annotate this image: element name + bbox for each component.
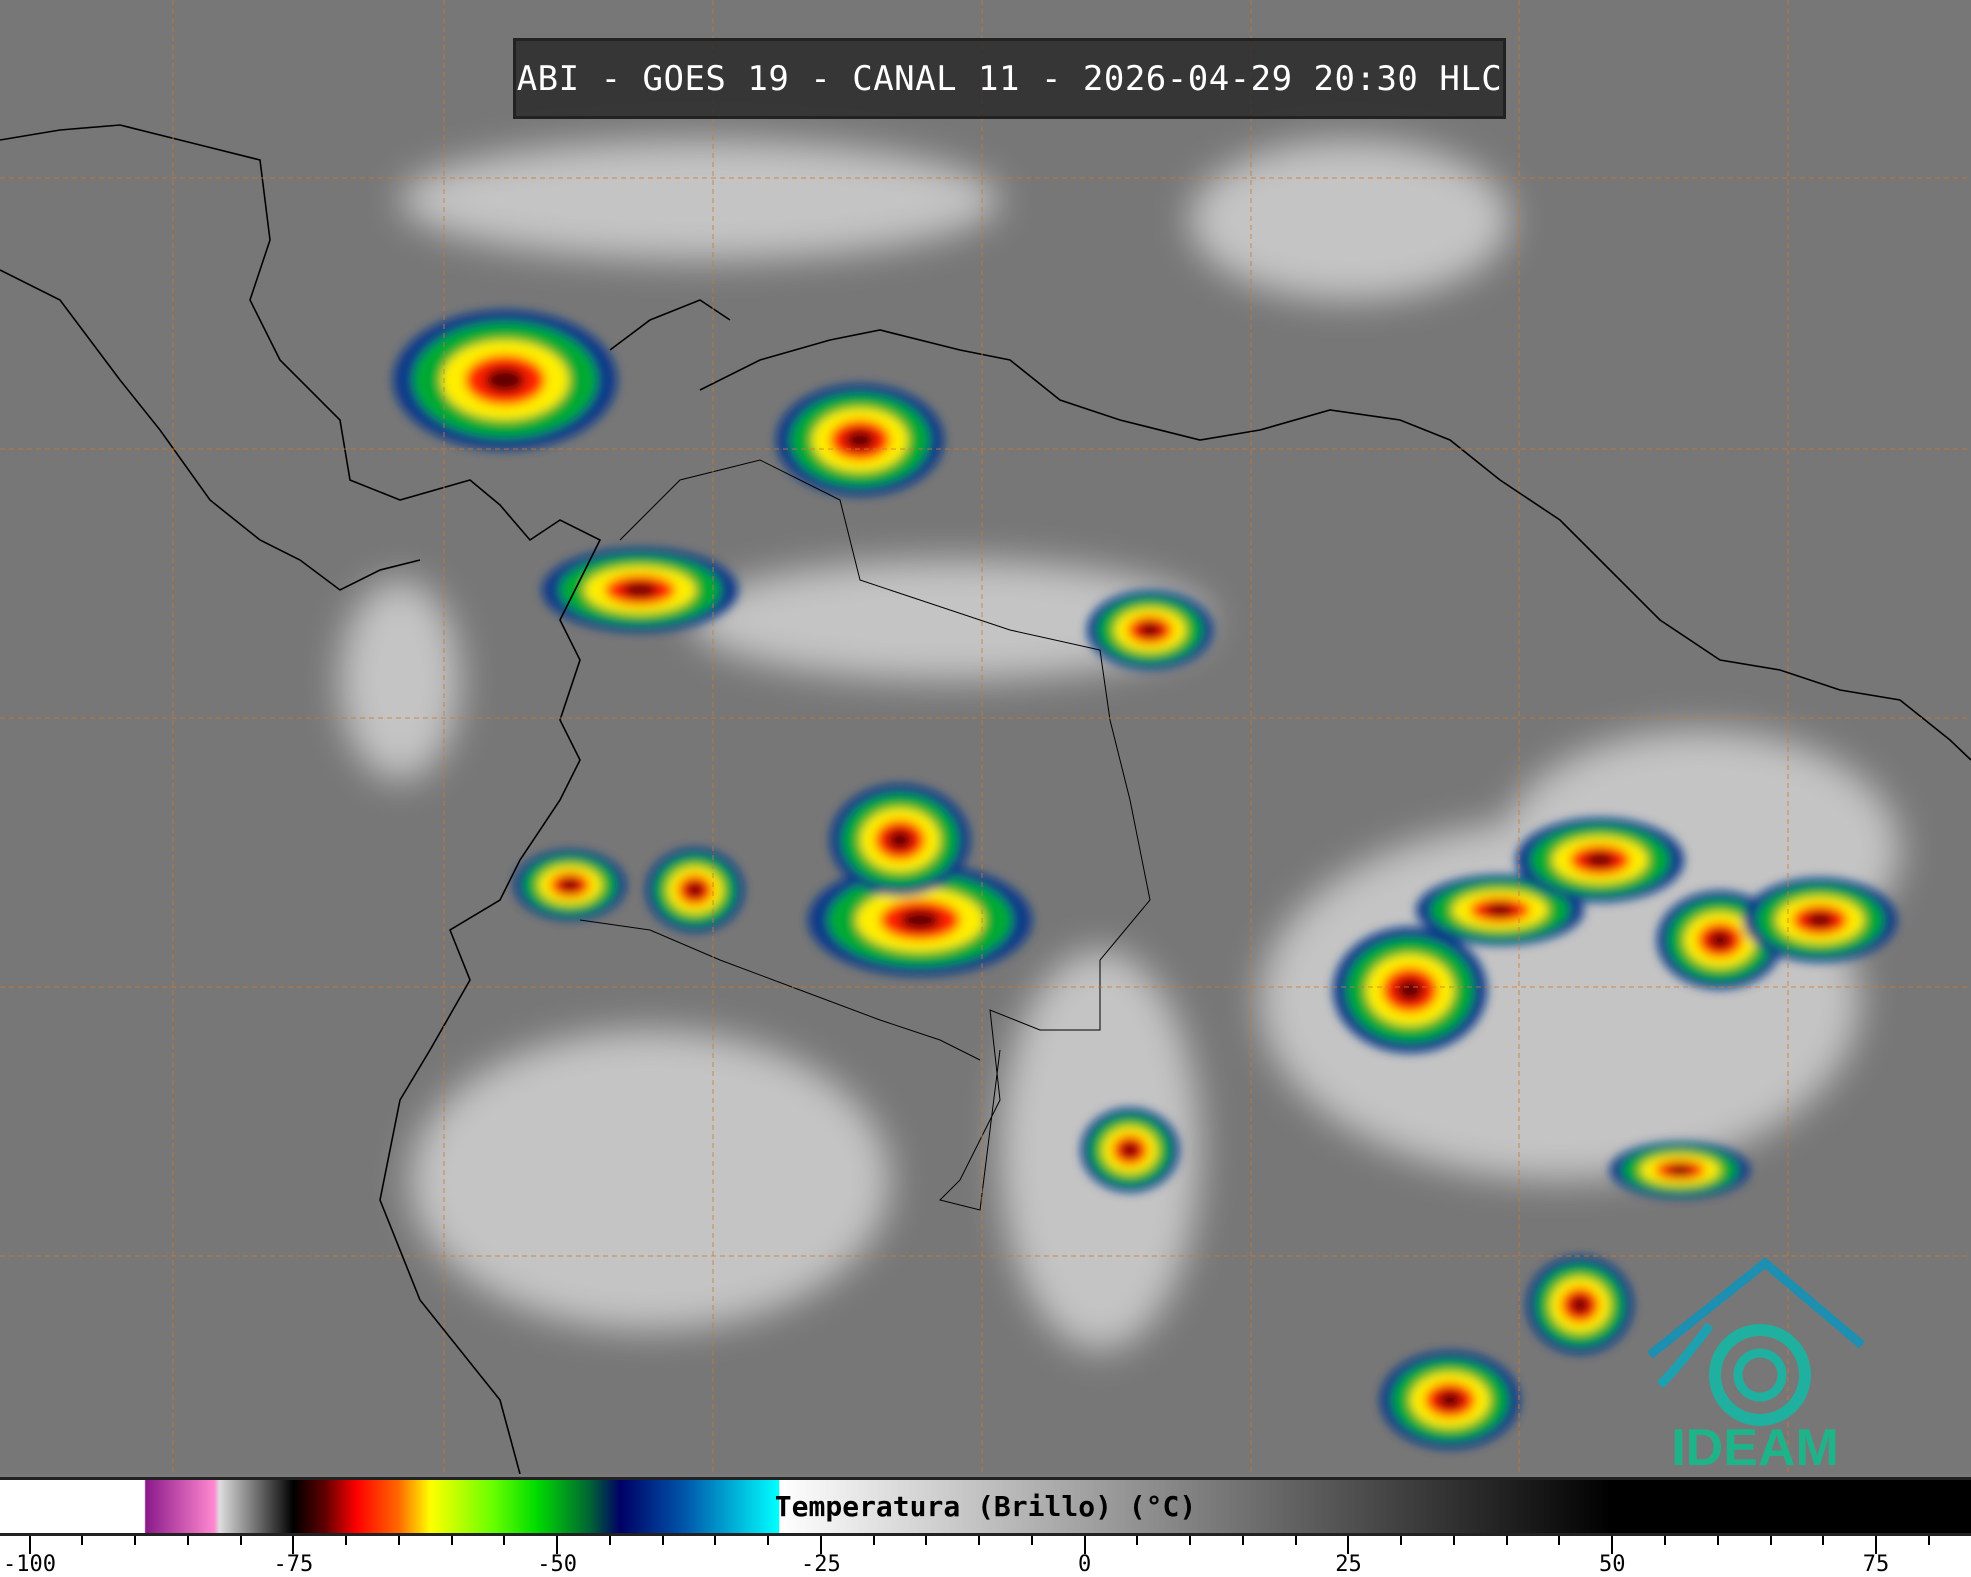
storm-cell xyxy=(1121,1142,1139,1158)
minor-tick xyxy=(714,1536,717,1545)
major-tick xyxy=(556,1536,559,1554)
major-tick xyxy=(1083,1536,1086,1554)
storm-cell xyxy=(1396,978,1424,1002)
minor-tick xyxy=(239,1536,242,1545)
graticule xyxy=(0,0,1971,1474)
minor-tick xyxy=(767,1536,770,1545)
minor-tick xyxy=(1558,1536,1561,1545)
temperature-colorbar xyxy=(0,1477,1971,1536)
storm-cell xyxy=(1138,623,1162,637)
storm-cell xyxy=(1570,1296,1590,1314)
minor-tick xyxy=(872,1536,875,1545)
tick-label: -100 xyxy=(3,1552,57,1577)
major-tick xyxy=(292,1536,295,1554)
minor-tick xyxy=(1452,1536,1455,1545)
satellite-map xyxy=(0,0,1971,1474)
storm-cell xyxy=(622,582,658,598)
storm-cell xyxy=(900,910,940,930)
storm-cell xyxy=(485,367,525,393)
minor-tick xyxy=(1769,1536,1772,1545)
convective-cells xyxy=(393,310,1897,1449)
tick-label: 25 xyxy=(1335,1552,1362,1577)
storm-cell xyxy=(845,430,875,450)
storm-cell xyxy=(560,878,580,892)
minor-tick xyxy=(1664,1536,1666,1545)
ideam-logo: IDEAM xyxy=(1647,1257,1865,1473)
minor-tick xyxy=(397,1536,400,1545)
minor-tick xyxy=(1505,1536,1508,1545)
coastlines xyxy=(0,124,1971,1474)
storm-cell xyxy=(887,830,913,850)
major-tick xyxy=(819,1536,822,1554)
tick-label: 75 xyxy=(1862,1552,1890,1577)
minor-tick xyxy=(661,1536,664,1545)
minor-tick xyxy=(1927,1536,1930,1545)
minor-tick xyxy=(1294,1536,1297,1545)
tick-label: -25 xyxy=(801,1552,841,1577)
minor-tick xyxy=(81,1536,84,1545)
colorbar-axis: -100 -75 -50 -25 0 25 50 75 xyxy=(0,1536,1971,1577)
image-title: ABI - GOES 19 - CANAL 11 - 2026-04-29 20… xyxy=(516,58,1503,99)
minor-tick xyxy=(1822,1536,1825,1545)
tick-label: -75 xyxy=(273,1552,314,1577)
storm-cell xyxy=(1806,912,1834,928)
storm-cell xyxy=(1437,1391,1463,1409)
minor-tick xyxy=(1241,1536,1244,1545)
minor-tick xyxy=(503,1536,506,1545)
major-tick xyxy=(1611,1536,1614,1554)
minor-tick xyxy=(345,1536,348,1545)
storm-cell xyxy=(1485,903,1515,917)
admin-borders xyxy=(579,459,1151,1211)
minor-tick xyxy=(134,1536,137,1545)
major-tick xyxy=(1347,1536,1350,1554)
storm-cell xyxy=(1667,1165,1693,1175)
tick-label: 50 xyxy=(1599,1552,1626,1577)
minor-tick xyxy=(978,1536,981,1545)
logo-text: IDEAM xyxy=(1671,1419,1839,1473)
storm-cell xyxy=(686,882,704,898)
minor-tick xyxy=(186,1536,189,1545)
major-tick xyxy=(28,1536,31,1554)
minor-tick xyxy=(450,1536,453,1545)
minor-tick xyxy=(1189,1536,1192,1545)
minor-tick xyxy=(608,1536,611,1545)
storm-cell xyxy=(1585,852,1615,868)
colorbar-label: Temperatura (Brillo) (°C) xyxy=(774,1490,1197,1523)
minor-tick xyxy=(1136,1536,1139,1545)
minor-tick xyxy=(1716,1536,1719,1545)
tick-label: -50 xyxy=(537,1552,577,1577)
minor-tick xyxy=(1400,1536,1403,1545)
tick-label: 0 xyxy=(1078,1552,1092,1577)
minor-tick xyxy=(925,1536,928,1545)
title-banner: ABI - GOES 19 - CANAL 11 - 2026-04-29 20… xyxy=(513,38,1506,119)
major-tick xyxy=(1875,1536,1878,1554)
storm-cell xyxy=(1708,931,1732,949)
minor-tick xyxy=(1030,1536,1033,1545)
